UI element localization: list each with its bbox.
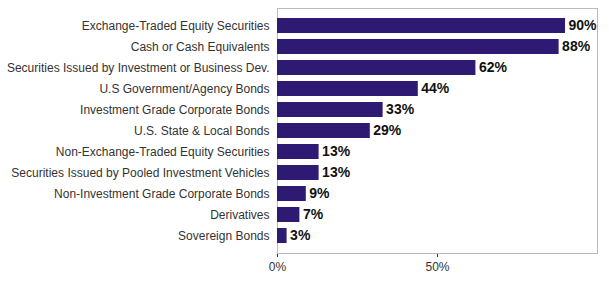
svg-text:7%: 7%	[303, 206, 324, 222]
svg-text:9%: 9%	[309, 185, 330, 201]
svg-text:Non-Exchange-Traded Equity Sec: Non-Exchange-Traded Equity Securities	[56, 145, 270, 159]
svg-text:88%: 88%	[562, 38, 591, 54]
svg-text:Non-Investment Grade Corporate: Non-Investment Grade Corporate Bonds	[54, 187, 269, 201]
svg-text:50%: 50%	[425, 260, 449, 274]
svg-text:Derivatives: Derivatives	[210, 208, 269, 222]
svg-text:13%: 13%	[322, 164, 351, 180]
svg-text:U.S. State & Local Bonds: U.S. State & Local Bonds	[134, 124, 269, 138]
svg-text:U.S Government/Agency Bonds: U.S Government/Agency Bonds	[99, 82, 269, 96]
svg-text:62%: 62%	[479, 59, 508, 75]
svg-text:Securities Issued by Pooled In: Securities Issued by Pooled Investment V…	[11, 166, 269, 180]
svg-text:13%: 13%	[322, 143, 351, 159]
svg-text:Cash or Cash Equivalents: Cash or Cash Equivalents	[131, 40, 270, 54]
svg-text:Sovereign Bonds: Sovereign Bonds	[178, 229, 269, 243]
svg-text:90%: 90%	[569, 17, 598, 33]
svg-text:44%: 44%	[421, 80, 450, 96]
svg-text:Investment Grade Corporate Bon: Investment Grade Corporate Bonds	[80, 103, 269, 117]
svg-text:33%: 33%	[386, 101, 415, 117]
svg-text:3%: 3%	[290, 227, 311, 243]
svg-text:Securities Issued by Investmen: Securities Issued by Investment or Busin…	[7, 61, 270, 75]
svg-text:Exchange-Traded Equity Securit: Exchange-Traded Equity Securities	[82, 19, 270, 33]
svg-text:0%: 0%	[269, 260, 287, 274]
svg-text:29%: 29%	[373, 122, 402, 138]
